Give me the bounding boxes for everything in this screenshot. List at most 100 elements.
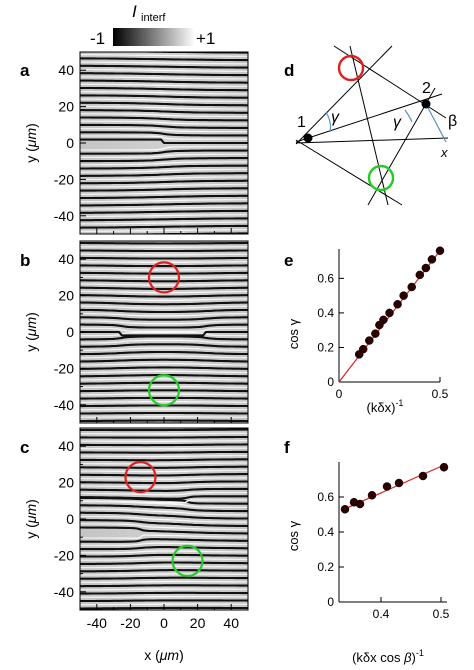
data-point <box>399 291 408 300</box>
fringe-bright <box>80 237 248 239</box>
y-tick-label: 0.2 <box>317 340 334 354</box>
fringe-panel-a: 40 20 0 -20 -40 <box>54 51 249 239</box>
data-point <box>435 246 445 255</box>
data-point <box>439 463 449 472</box>
y-tick-label: 40 <box>58 438 74 454</box>
y-tick-label: -20 <box>54 547 74 563</box>
x-tick-label: 20 <box>190 615 206 631</box>
y-tick-label: 20 <box>58 475 74 491</box>
data-point <box>393 300 402 309</box>
chart-f-ylabel: cos γ <box>286 520 301 551</box>
data-point <box>340 505 350 514</box>
y-tick-label: 0 <box>66 135 74 151</box>
y-tick-label: 0 <box>66 324 74 340</box>
gamma-label-1: γ <box>331 109 340 126</box>
y-tick-label: -40 <box>54 584 74 600</box>
fringe-shade <box>80 428 248 610</box>
y-tick-label: 0.4 <box>317 525 334 539</box>
panel-letter-e: e <box>284 251 293 270</box>
fringe-panel-b: 40 20 0 -20 -40 <box>54 240 249 424</box>
data-point <box>385 308 394 318</box>
y-tick-label: 0 <box>66 511 74 527</box>
beta-label: β <box>448 113 457 130</box>
gamma-arc-1 <box>325 111 332 133</box>
gamma-label-2: γ <box>393 114 402 131</box>
panel-letter-c: c <box>20 438 29 457</box>
y-tick-label: -20 <box>54 171 74 187</box>
data-point <box>415 270 425 280</box>
data-point <box>394 478 404 488</box>
chart-f-xlabel: (kδx cos β)-1 <box>352 648 424 665</box>
data-point <box>382 482 392 491</box>
y-tick-label: 40 <box>58 251 74 267</box>
x-axis-line <box>295 137 449 144</box>
data-point <box>379 315 388 325</box>
panel-letter-f: f <box>284 438 290 457</box>
y-tick-label: 0 <box>327 595 334 609</box>
x-tick-label: 40 <box>223 615 239 631</box>
fringe-shade <box>80 52 248 234</box>
data-point <box>365 336 374 345</box>
y-axis-label-b: y (μm) <box>23 312 39 352</box>
geometry-diagram: 1 2 γ γ β x <box>295 45 457 206</box>
gamma-arc-2 <box>404 109 413 123</box>
line-1-green <box>295 139 403 206</box>
line-1-red <box>295 45 393 145</box>
y-axis-label-c: y (μm) <box>23 499 39 539</box>
data-point <box>355 499 365 509</box>
y-tick-label: 0 <box>327 375 334 389</box>
x-axis-label-c: x (μm) <box>144 647 184 663</box>
red-marker-circle <box>124 461 157 494</box>
point-2 <box>421 99 431 109</box>
data-point <box>358 344 368 354</box>
y-tick-label: 20 <box>58 288 74 304</box>
y-tick-label: -40 <box>54 397 74 413</box>
x-tick-label: -40 <box>87 615 107 631</box>
colorbar-min: -1 <box>90 29 105 48</box>
panel-letter-b: b <box>20 251 30 270</box>
y-tick-label: 0.2 <box>317 560 334 574</box>
chart-e-xlabel: (kδx)-1 <box>367 398 404 415</box>
y-tick-label: -40 <box>54 208 74 224</box>
x-label: x <box>440 145 448 160</box>
data-point <box>407 282 416 292</box>
line-1-2 <box>295 93 443 143</box>
colorbar-gradient <box>113 28 195 46</box>
data-point <box>367 491 377 500</box>
green-marker-circle <box>171 544 204 577</box>
colorbar-max: +1 <box>196 29 215 48</box>
colorbar: I interf -1 +1 <box>90 2 215 48</box>
x-tick-label: 0.5 <box>433 607 450 621</box>
x-tick-label: 0 <box>160 615 168 631</box>
red-circle <box>337 54 365 82</box>
data-point <box>427 255 437 264</box>
chart-e: 0 0.2 0.4 0.6 0 0.5 <box>317 246 449 401</box>
fringe-panel-c: 40 20 0 -20 -40 -40 -20 0 20 40 <box>54 426 249 631</box>
chart-f: 0 0.2 0.4 0.6 0.4 0.5 <box>317 462 450 621</box>
data-point <box>421 263 431 273</box>
green-circle <box>367 164 395 192</box>
data-point <box>418 471 428 481</box>
y-tick-label: 20 <box>58 99 74 115</box>
red-marker-circle <box>147 261 181 294</box>
y-tick-label: 40 <box>58 62 74 78</box>
x-tick-label: -20 <box>120 615 140 631</box>
x-tick-label: 0.4 <box>373 607 390 621</box>
colorbar-title: I <box>132 2 137 21</box>
fringe-bright <box>80 426 248 427</box>
panel-letter-a: a <box>20 61 30 80</box>
y-tick-label: 0.4 <box>317 306 334 320</box>
y-tick-label: 0.6 <box>317 490 334 504</box>
y-axis-label-a: y (μm) <box>23 123 39 163</box>
chart-e-ylabel: cos γ <box>286 318 301 349</box>
line-red-green <box>349 45 389 206</box>
beta-line <box>425 103 447 143</box>
x-tick-label: 0.5 <box>432 387 449 401</box>
fringe-shade <box>80 241 248 423</box>
colorbar-title-sub: interf <box>141 12 166 24</box>
fringe-bright <box>80 612 248 613</box>
point-1-label: 1 <box>297 114 306 131</box>
panel-letter-d: d <box>284 61 294 80</box>
point-2-label: 2 <box>422 80 431 97</box>
